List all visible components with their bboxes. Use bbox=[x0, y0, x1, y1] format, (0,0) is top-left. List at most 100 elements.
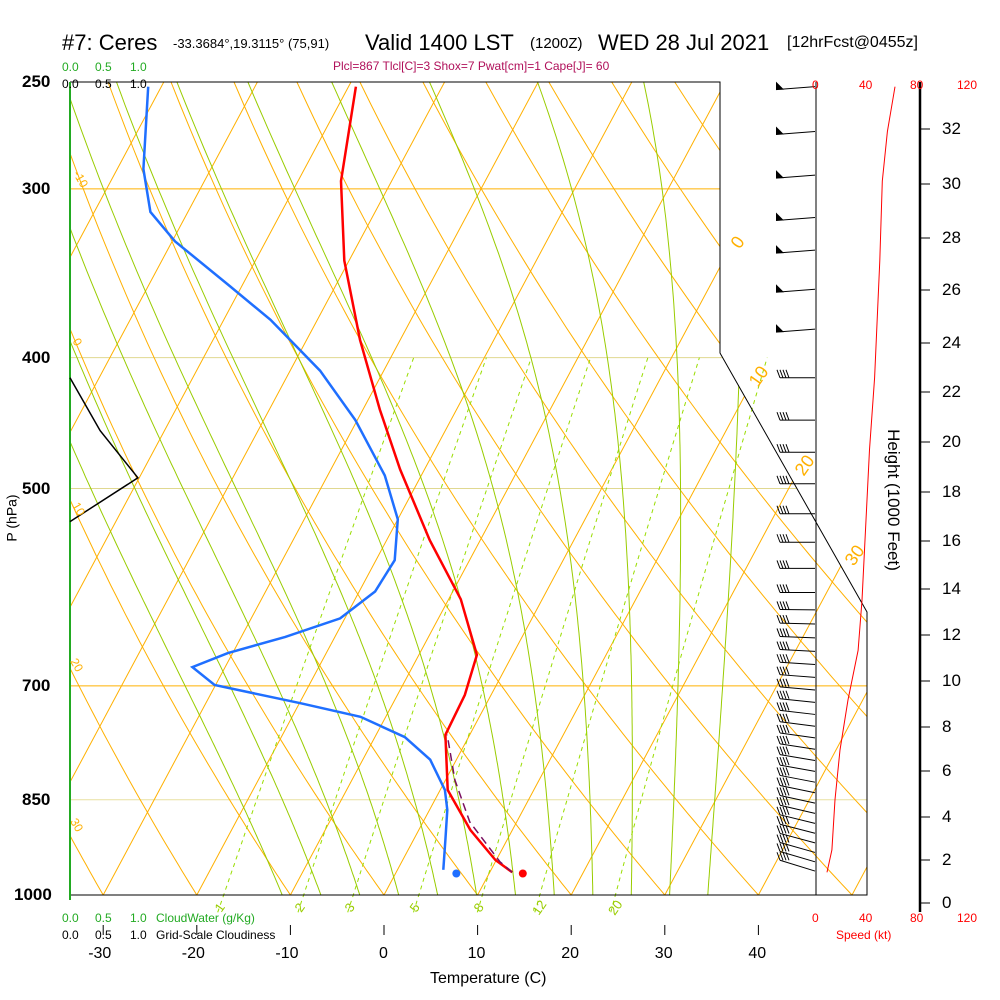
wind-barb-feather bbox=[782, 843, 787, 852]
mixing-ratio-line bbox=[297, 357, 487, 913]
wind-barb-feather bbox=[776, 690, 781, 699]
wind-barb-feather bbox=[776, 666, 781, 675]
wind-barb-feather bbox=[782, 767, 787, 776]
wind-barb-feather bbox=[785, 756, 790, 766]
dry-adiabat-line bbox=[223, 82, 785, 895]
height-tick-label: 24 bbox=[942, 333, 961, 352]
wind-barb-feather bbox=[782, 777, 787, 786]
wind-barb-feather bbox=[776, 724, 781, 734]
wind-barb-feather bbox=[776, 806, 781, 815]
wind-barb-staff bbox=[779, 774, 816, 783]
wind-barb-feather bbox=[785, 702, 790, 711]
wind-barb-feather bbox=[776, 369, 781, 378]
wind-barb-feather bbox=[779, 628, 784, 637]
wind-barb-staff bbox=[779, 674, 816, 678]
wind-barb-staff bbox=[779, 635, 816, 639]
wind-barb-feather bbox=[779, 806, 784, 815]
wind-barb-feather bbox=[782, 505, 787, 514]
wind-barb-feather bbox=[785, 825, 790, 834]
cloudiness-tick: 0.0 bbox=[62, 77, 79, 91]
forecast-info: [12hrFcst@0455z] bbox=[787, 34, 918, 51]
wind-barb-staff bbox=[779, 622, 816, 625]
wind-barb-feather bbox=[782, 614, 787, 624]
wind-barb-feather bbox=[779, 534, 784, 543]
isotherm-line bbox=[274, 82, 739, 895]
wind-barb-feather bbox=[776, 505, 781, 514]
wind-barb-feather bbox=[779, 767, 784, 776]
height-tick-label: 16 bbox=[942, 531, 961, 550]
wind-barb-feather bbox=[779, 787, 784, 796]
height-tick-label: 30 bbox=[942, 174, 961, 193]
wind-barb-feather bbox=[785, 767, 790, 776]
wind-barb-feather bbox=[782, 756, 787, 766]
wind-barb-feather bbox=[779, 584, 784, 593]
wind-barb-staff bbox=[779, 732, 816, 739]
wind-barb-feather bbox=[785, 806, 790, 815]
wind-barb-feather bbox=[779, 601, 784, 610]
wind-barb-feather bbox=[785, 475, 790, 484]
wind-barb-feather bbox=[782, 787, 787, 796]
wind-barb-feather bbox=[785, 746, 790, 755]
cloudiness-tick: 1.0 bbox=[130, 77, 147, 91]
x-tick-label: 30 bbox=[654, 945, 673, 962]
valid-date: WED 28 Jul 2021 bbox=[598, 30, 770, 55]
dry-adiabat-line bbox=[70, 82, 216, 895]
cloudiness-tick: 1.0 bbox=[130, 928, 147, 942]
surface-dewpoint-dot bbox=[452, 869, 461, 878]
wind-barb-feather bbox=[785, 816, 790, 825]
speed-tick-label: 0 bbox=[812, 78, 819, 92]
wind-barb-staff bbox=[779, 721, 816, 727]
moist-adiabat-line bbox=[70, 82, 295, 895]
wind-barb-feather bbox=[782, 411, 787, 421]
wind-barb-feather bbox=[776, 584, 781, 593]
wind-barb-feather bbox=[779, 411, 784, 421]
dry-adiabat-line bbox=[161, 82, 690, 895]
wind-barb-feather bbox=[776, 735, 781, 745]
wind-barb-feather bbox=[782, 806, 787, 815]
wind-barb-feather bbox=[779, 614, 784, 624]
x-axis-title: Temperature (C) bbox=[430, 970, 547, 987]
dry-adiabat-line bbox=[70, 82, 121, 895]
wind-barb-feather bbox=[785, 666, 790, 675]
wind-barb-staff bbox=[779, 859, 816, 872]
wind-barb-feather bbox=[776, 797, 781, 806]
wind-barb-staff bbox=[779, 794, 816, 804]
wind-barb-feather bbox=[776, 746, 781, 755]
wind-barb-staff bbox=[779, 698, 816, 703]
moist-adiabat-line bbox=[70, 82, 407, 895]
station-name: #7: Ceres bbox=[62, 30, 158, 55]
wind-barb-feather bbox=[776, 843, 781, 852]
mixing-ratio-line bbox=[534, 357, 700, 913]
speed-axis-title: Speed (kt) bbox=[836, 928, 892, 942]
dry-adiabat-line bbox=[70, 82, 500, 895]
height-tick-label: 22 bbox=[942, 382, 961, 401]
moist-adiabat-line bbox=[638, 82, 682, 895]
wind-barb-pennant bbox=[776, 212, 784, 221]
wind-barb-feather bbox=[779, 816, 784, 825]
wind-barb-staff bbox=[779, 743, 816, 750]
dewpoint-line bbox=[142, 86, 449, 870]
isotherm-line bbox=[742, 82, 867, 895]
wind-barb-staff bbox=[779, 661, 816, 665]
isotherm-line bbox=[555, 82, 867, 895]
wind-barb-feather bbox=[779, 666, 784, 675]
wind-barb-feather bbox=[776, 816, 781, 825]
wind-barb-pennant bbox=[776, 324, 784, 333]
surface-temp-dot bbox=[518, 869, 527, 878]
speed-tick-label: 0 bbox=[812, 911, 819, 925]
wind-barb-feather bbox=[779, 852, 784, 861]
wind-barb-feather bbox=[779, 713, 784, 722]
wind-barb-feather bbox=[776, 641, 781, 650]
wind-barb-staff bbox=[779, 850, 816, 863]
wind-barb-feather bbox=[785, 852, 790, 861]
isotherm-line bbox=[461, 82, 867, 895]
dry-adiabat-line bbox=[347, 82, 867, 895]
isotherm-line bbox=[70, 82, 365, 895]
height-tick-label: 0 bbox=[942, 893, 952, 912]
wind-barb-feather bbox=[776, 852, 781, 861]
cloudiness-tick: 0.5 bbox=[95, 77, 112, 91]
wind-barb-feather bbox=[776, 678, 781, 688]
isotherm-line bbox=[70, 82, 458, 895]
y-axis-title: P (hPa) bbox=[3, 494, 20, 542]
